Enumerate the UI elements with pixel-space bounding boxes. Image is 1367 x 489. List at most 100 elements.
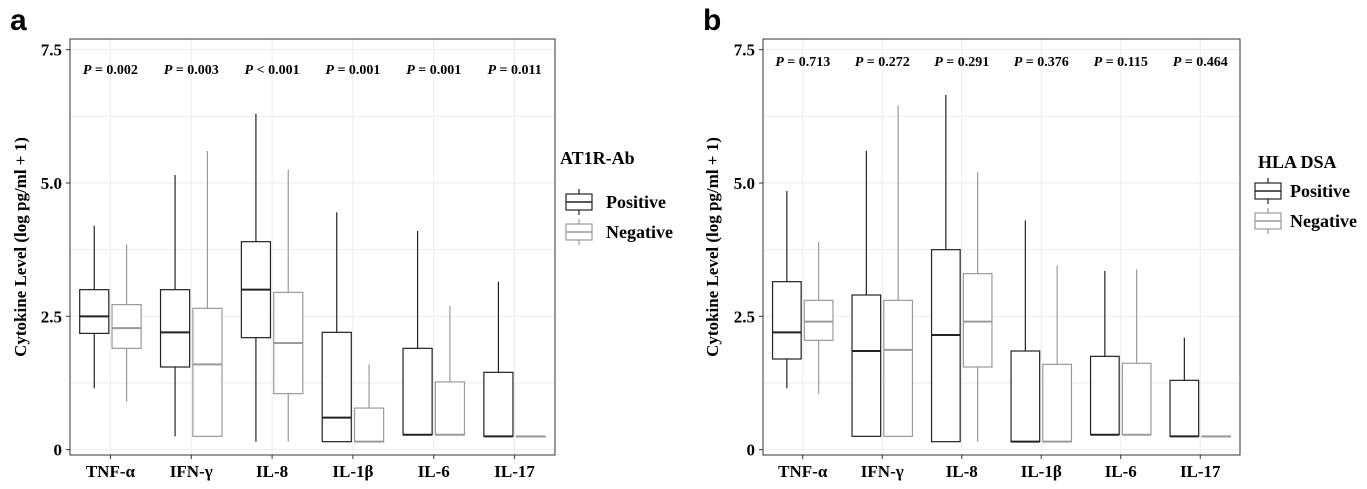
box-body: [321, 331, 352, 443]
p-value-text: = 0.376: [1022, 55, 1068, 70]
box-body: [1042, 363, 1073, 443]
box-body: [851, 294, 882, 437]
box-positive: [79, 225, 110, 389]
p-value-text: = 0.464: [1181, 55, 1227, 70]
box-positive: [483, 281, 514, 438]
box-body: [1010, 350, 1041, 443]
p-value-text: = 0.001: [415, 63, 461, 78]
box-negative: [353, 364, 385, 443]
box-negative: [434, 305, 466, 436]
box-body: [483, 371, 514, 437]
p-symbol: P: [855, 55, 864, 70]
p-value-annotation: P = 0.376: [1014, 55, 1069, 70]
legend-item-label: Positive: [606, 192, 666, 212]
box-negative: [1121, 269, 1152, 436]
panel-label: a: [10, 4, 27, 37]
p-value-annotation: P = 0.001: [325, 63, 380, 78]
p-symbol: P: [487, 63, 496, 78]
box-body: [79, 289, 110, 334]
p-value-text: = 0.272: [863, 55, 909, 70]
p-value-annotation: P = 0.464: [1173, 55, 1228, 70]
box-body: [883, 299, 914, 437]
x-tick-label: IL-6: [418, 462, 450, 481]
box-positive: [321, 212, 352, 443]
p-value-text: < 0.001: [253, 63, 299, 78]
p-symbol: P: [83, 63, 92, 78]
p-symbol: P: [325, 63, 334, 78]
box-negative: [192, 151, 223, 437]
p-value-text: = 0.713: [784, 55, 830, 70]
y-tick-label: 7.5: [41, 41, 62, 60]
box-positive: [930, 95, 961, 443]
p-value-text: = 0.003: [172, 63, 218, 78]
box-negative: [883, 105, 914, 437]
box-positive: [159, 175, 191, 437]
box-body: [1121, 362, 1152, 436]
box-negative: [962, 172, 993, 442]
p-value-text: = 0.002: [91, 63, 137, 78]
p-value-annotation: P = 0.001: [406, 63, 461, 78]
y-tick-label: 0: [747, 441, 756, 460]
p-symbol: P: [775, 55, 784, 70]
y-tick-label: 5.0: [41, 174, 62, 193]
box-body: [353, 407, 385, 443]
legend-item-label: Negative: [606, 222, 673, 242]
p-symbol: P: [1094, 55, 1103, 70]
box-negative: [111, 244, 142, 402]
box-positive: [1010, 220, 1041, 443]
series-positive: [79, 113, 514, 443]
box-positive: [240, 113, 272, 442]
p-value-annotation: P = 0.713: [775, 55, 830, 70]
p-symbol: P: [406, 63, 415, 78]
box-negative: [1201, 435, 1232, 438]
series-negative: [111, 151, 546, 443]
x-tick-label: TNF-α: [86, 462, 136, 481]
legend-item-label: Positive: [1290, 181, 1350, 201]
x-tick-label: TNF-α: [778, 462, 828, 481]
x-tick-label: IL-8: [256, 462, 288, 481]
y-tick-label: 7.5: [734, 41, 755, 60]
box-positive: [851, 151, 882, 437]
box-body: [1089, 355, 1120, 436]
p-symbol: P: [1014, 55, 1023, 70]
y-axis-title: Cytokine Level (log pg/ml + 1): [703, 137, 722, 357]
series-positive: [771, 95, 1200, 443]
panel-b: b 0 2.5 5.0 7.5 Cytokine Level (log pg/ml + 1…: [703, 4, 1357, 481]
p-value-annotation: P = 0.011: [487, 63, 541, 78]
panel-a: a 0 2.5 5.0 7.5 Cytokine Level (log pg/ml + 1…: [10, 4, 673, 481]
x-tick-label: IL-1β: [1021, 462, 1062, 481]
p-value-text: = 0.115: [1102, 55, 1148, 70]
p-symbol: P: [245, 63, 254, 78]
p-value-annotation: P = 0.291: [934, 55, 989, 70]
legend: HLA DSA Positive Negative: [1254, 152, 1357, 234]
y-axis-title: Cytokine Level (log pg/ml + 1): [11, 137, 30, 357]
p-value-annotation: P = 0.272: [855, 55, 910, 70]
box-body: [434, 381, 466, 436]
box-positive: [402, 231, 433, 436]
box-negative: [803, 241, 834, 394]
box-negative: [1042, 265, 1073, 443]
y-tick-label: 2.5: [41, 307, 62, 326]
panel-label: b: [703, 4, 721, 37]
x-tick-label: IFN-γ: [170, 462, 213, 481]
legend-title: HLA DSA: [1258, 152, 1337, 172]
p-value-annotation: P = 0.002: [83, 63, 138, 78]
box-body: [803, 299, 834, 341]
box-positive: [771, 191, 802, 389]
plot-frame: [69, 38, 556, 456]
box-negative: [515, 435, 546, 438]
legend: AT1R-Ab Positive Negative: [560, 148, 673, 245]
legend-title: AT1R-Ab: [560, 148, 635, 168]
box-positive: [1169, 337, 1200, 438]
legend-item-label: Negative: [1290, 211, 1357, 231]
p-value-text: = 0.291: [943, 55, 989, 70]
y-tick-label: 0: [54, 441, 63, 460]
x-tick-label: IFN-γ: [861, 462, 904, 481]
p-symbol: P: [934, 55, 943, 70]
box-body: [111, 304, 142, 349]
p-value-text: = 0.011: [496, 63, 542, 78]
p-value-annotation: P = 0.003: [164, 63, 219, 78]
box-positive: [1089, 271, 1120, 436]
